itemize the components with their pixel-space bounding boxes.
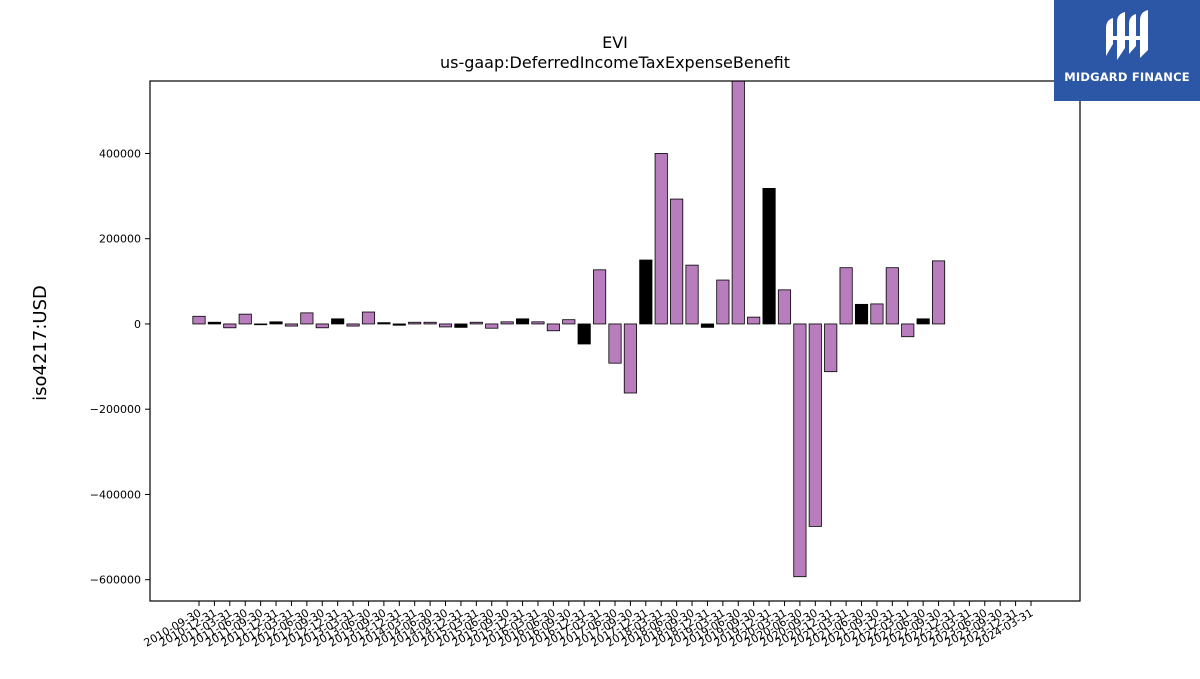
bar-2018-06-30	[670, 198, 684, 325]
bar-2018-09-30	[685, 264, 699, 325]
bars-group	[192, 80, 946, 578]
bar-2014-12-31	[454, 323, 468, 328]
bar-2012-06-30	[300, 312, 314, 325]
bar-2010-09-30	[192, 315, 206, 325]
bar-2017-03-31	[593, 269, 607, 325]
bar-2016-06-30	[546, 323, 560, 332]
bar-2020-12-31	[824, 323, 838, 373]
bar-2011-12-31	[269, 321, 283, 325]
bar-2022-09-30	[931, 260, 946, 325]
bar-2022-06-30	[916, 318, 930, 325]
bar-2016-03-31	[531, 321, 545, 325]
bar-2013-12-31	[392, 323, 406, 326]
midgard-logo-icon	[1106, 10, 1148, 60]
bar-2017-09-30	[623, 323, 637, 394]
bar-2014-06-30	[423, 321, 437, 325]
x-axis: 2010-09-302010-12-312011-03-312011-06-30…	[142, 601, 1036, 650]
bar-2022-03-31	[901, 323, 915, 338]
bar-2020-09-30	[808, 323, 822, 527]
bar-2021-12-31	[885, 267, 899, 325]
bar-2017-06-30	[608, 323, 622, 364]
brand-logo: MIDGARD FINANCE	[1054, 0, 1200, 101]
bar-2019-03-31	[716, 279, 730, 325]
bar-2015-06-30	[485, 323, 499, 329]
bar-2011-09-30	[254, 323, 268, 326]
bar-2019-09-30	[747, 316, 761, 325]
bar-2017-12-31	[639, 259, 653, 325]
bar-2018-12-31	[700, 323, 715, 328]
y-axis-label: iso4217:USD	[30, 285, 51, 401]
bar-2012-09-30	[315, 323, 329, 329]
chart-subtitle: us-gaap:DeferredIncomeTaxExpenseBenefit	[440, 53, 790, 72]
bar-2015-09-30	[500, 321, 514, 325]
y-tick-label: −200000	[90, 403, 141, 416]
y-tick-label: 0	[134, 318, 141, 331]
bar-2020-03-31	[777, 289, 792, 325]
bar-2014-03-31	[408, 321, 422, 325]
bar-2015-03-31	[469, 321, 483, 325]
chart-title: EVI	[602, 33, 628, 52]
bar-2018-03-31	[654, 153, 668, 325]
bar-2014-09-30	[438, 323, 453, 328]
bar-2016-12-31	[577, 323, 591, 345]
bar-2019-12-31	[762, 188, 776, 325]
bar-2012-03-31	[284, 323, 299, 327]
bar-2013-03-31	[346, 323, 360, 327]
bar-2013-06-30	[361, 311, 376, 325]
bar-2015-12-31	[515, 318, 530, 325]
logo-text: MIDGARD FINANCE	[1064, 70, 1190, 84]
y-tick-label: 200000	[99, 233, 141, 246]
bar-2019-06-30	[731, 80, 745, 325]
bar-2016-09-30	[562, 319, 576, 325]
plot-frame	[149, 80, 1081, 602]
y-axis: −600000 −400000 −200000 0 200000 400000	[90, 147, 150, 587]
bar-2021-03-31	[839, 267, 853, 325]
bar-2011-03-31	[223, 323, 237, 329]
bar-2011-06-30	[238, 313, 252, 325]
bar-2013-09-30	[377, 322, 391, 325]
bar-2010-12-31	[207, 321, 221, 325]
bar-2012-12-31	[331, 318, 345, 325]
y-tick-label: −600000	[90, 574, 141, 587]
bar-2020-06-30	[793, 323, 807, 578]
y-tick-label: 400000	[99, 147, 141, 160]
bar-2021-09-30	[870, 303, 884, 325]
y-tick-label: −400000	[90, 488, 141, 501]
bar-2021-06-30	[854, 303, 869, 325]
